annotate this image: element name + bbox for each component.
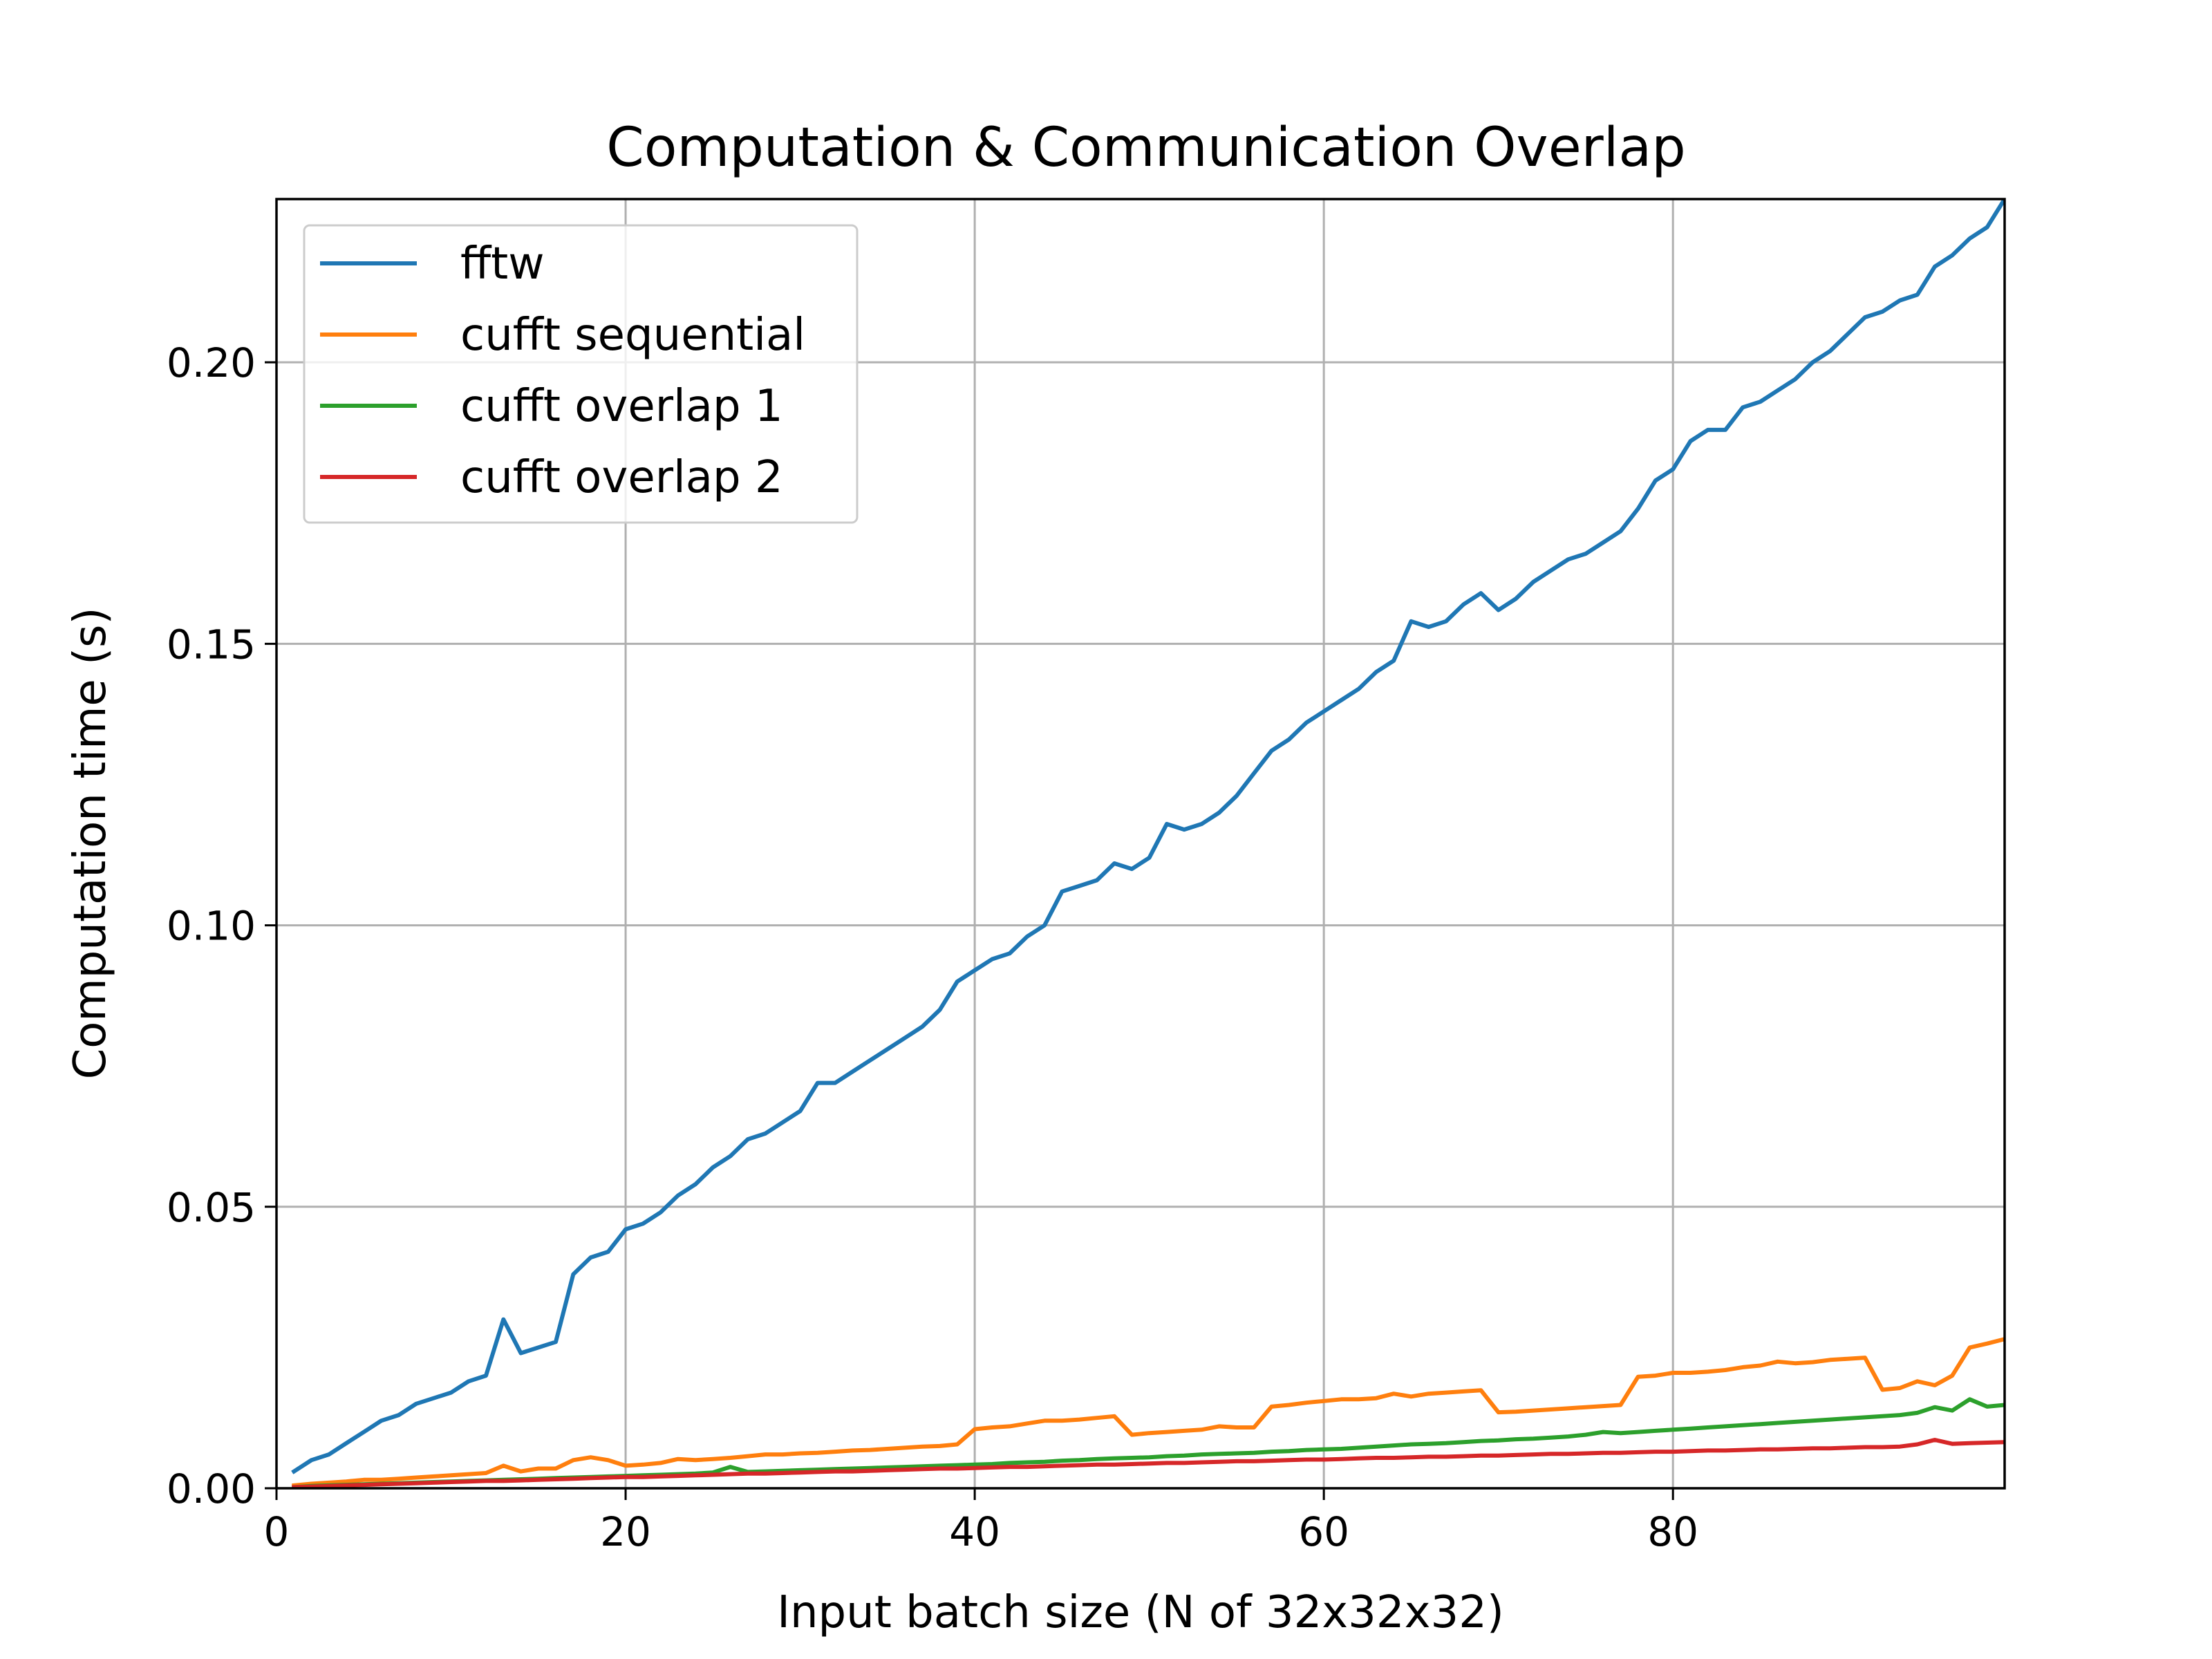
series-line-3 [292,1438,2005,1488]
x-tick-label: 80 [1647,1508,1698,1555]
y-tick-label: 0.15 [167,621,256,668]
series-line-0 [291,199,2005,1474]
x-tick-label: 60 [1298,1508,1349,1555]
legend-label: cufft sequential [460,310,805,361]
x-axis-label: Input batch size (N of 32x32x32) [777,1587,1504,1638]
y-tick-label: 0.20 [167,339,256,386]
legend-label: cufft overlap 2 [460,452,783,503]
y-axis-label: Computation time (s) [65,608,116,1080]
x-tick-label: 0 [264,1508,290,1555]
legend-box [303,224,859,524]
chart-title: Computation & Communication Overlap [606,117,1686,179]
legend-label: cufft overlap 1 [460,381,783,432]
x-tick-label: 40 [949,1508,1000,1555]
plot-frame [275,198,2006,1490]
legend-label: fftw [460,238,545,290]
legend: fftw cufft sequential cufft overlap 1 cufft… [303,224,859,524]
y-tick-label: 0.05 [167,1184,256,1231]
y-tick-label: 0.10 [167,903,256,950]
x-tick-label: 20 [600,1508,651,1555]
y-tick-label: 0.00 [167,1465,256,1512]
series-lines [291,199,2005,1488]
series-line-1 [292,1337,2005,1488]
axis-ticks: 0 20 40 60 80 0.00 0.05 0.10 0.15 0.20 [167,339,1698,1555]
